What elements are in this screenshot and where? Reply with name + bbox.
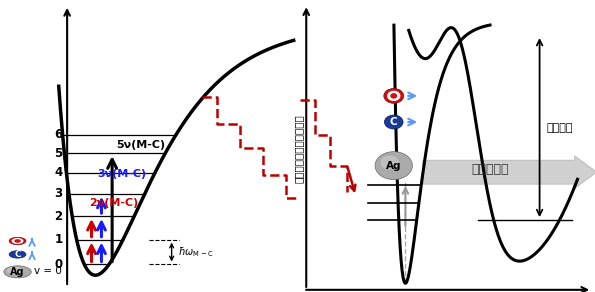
Text: ポテンシャルエネルギー: ポテンシャルエネルギー xyxy=(294,114,303,182)
Text: 0: 0 xyxy=(54,258,62,271)
Circle shape xyxy=(381,156,398,169)
Circle shape xyxy=(388,91,400,100)
Circle shape xyxy=(9,251,26,258)
Text: 拡散障壁: 拡散障壁 xyxy=(547,123,573,133)
Circle shape xyxy=(4,266,32,278)
Circle shape xyxy=(384,88,403,103)
Circle shape xyxy=(8,267,21,274)
Text: 6: 6 xyxy=(54,128,62,141)
Circle shape xyxy=(9,237,26,245)
Circle shape xyxy=(12,239,23,243)
Circle shape xyxy=(384,115,403,129)
Text: C: C xyxy=(390,117,397,127)
Text: C: C xyxy=(14,250,21,259)
Text: 5: 5 xyxy=(54,147,62,160)
Text: 3ν(M-C): 3ν(M-C) xyxy=(98,169,147,179)
Text: 4: 4 xyxy=(54,166,62,179)
Text: ホッピング: ホッピング xyxy=(471,164,509,176)
FancyArrow shape xyxy=(423,156,595,189)
Text: v = 0: v = 0 xyxy=(34,266,62,276)
Text: 2ν(M-C): 2ν(M-C) xyxy=(89,198,139,208)
Circle shape xyxy=(391,94,396,98)
Text: 2: 2 xyxy=(54,210,62,223)
Text: 3: 3 xyxy=(54,187,62,200)
Text: Ag: Ag xyxy=(10,267,25,277)
Circle shape xyxy=(375,152,412,180)
Text: $\hbar\omega_{\mathrm{M-C}}$: $\hbar\omega_{\mathrm{M-C}}$ xyxy=(178,245,213,259)
Text: Ag: Ag xyxy=(386,161,402,171)
Text: 1: 1 xyxy=(54,233,62,246)
Text: 5ν(M-C): 5ν(M-C) xyxy=(116,140,165,150)
Circle shape xyxy=(15,240,20,242)
